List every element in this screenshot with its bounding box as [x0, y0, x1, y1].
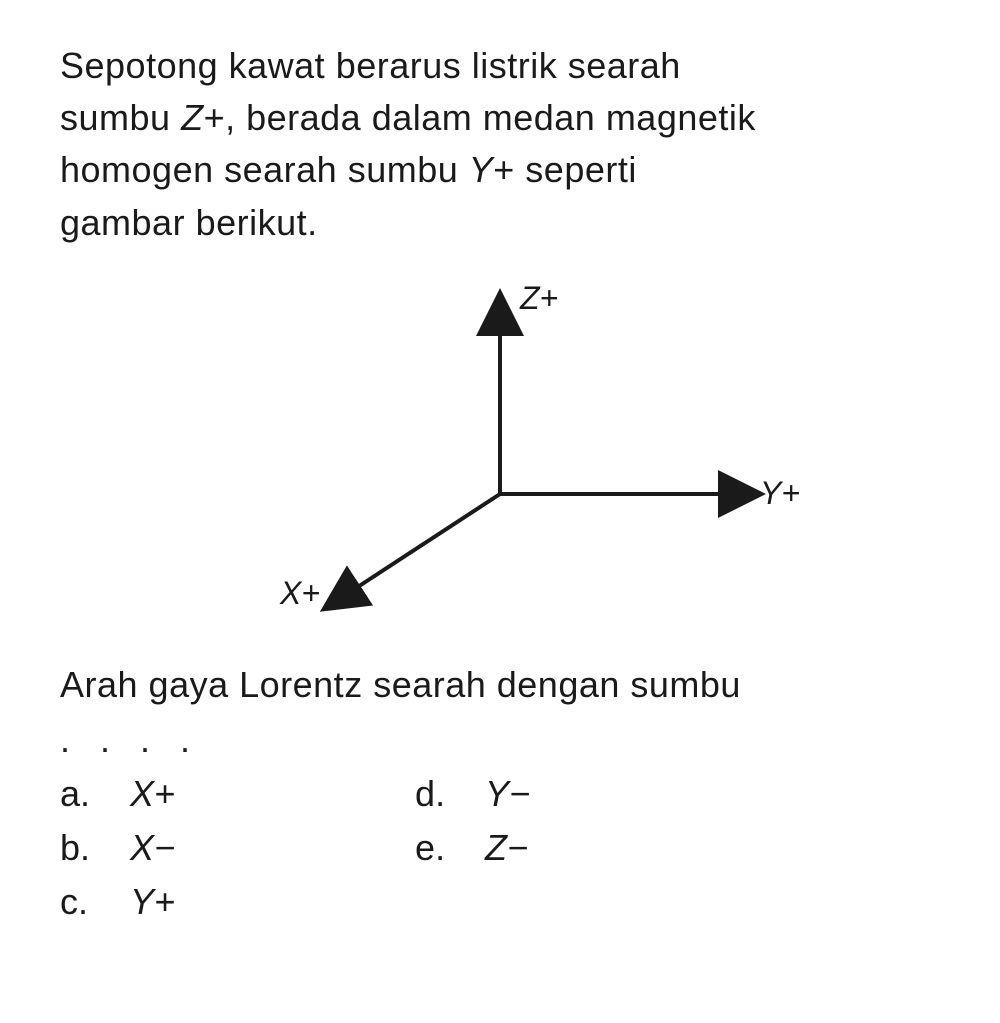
options-col-right: d. Y− e. Z−	[415, 767, 530, 929]
q-line4: gambar berikut.	[60, 202, 318, 243]
option-a: a. X+	[60, 767, 175, 821]
axis-svg: Z+ Y+ X+	[120, 274, 880, 644]
q-line3-plus: + seperti	[493, 149, 637, 190]
option-c-letter: c.	[60, 875, 130, 929]
follow-question: Arah gaya Lorentz searah dengan sumbu	[60, 659, 940, 711]
q-line1: Sepotong kawat berarus listrik searah	[60, 45, 681, 86]
options-col-left: a. X+ b. X− c. Y+	[60, 767, 175, 929]
option-e-letter: e.	[415, 821, 485, 875]
x-axis-line	[350, 494, 500, 592]
options-container: a. X+ b. X− c. Y+ d. Y− e. Z−	[60, 767, 940, 929]
q-line2-plus: +, berada dalam medan magnetik	[204, 97, 756, 138]
option-d: d. Y−	[415, 767, 530, 821]
q-line2-z: Z	[181, 97, 204, 138]
option-c-value: Y+	[130, 875, 175, 929]
option-e: e. Z−	[415, 821, 530, 875]
q-line2-p1: sumbu	[60, 97, 181, 138]
option-a-letter: a.	[60, 767, 130, 821]
blank-dots: . . . .	[60, 719, 940, 761]
y-axis-label: Y+	[760, 475, 800, 511]
option-b: b. X−	[60, 821, 175, 875]
option-c: c. Y+	[60, 875, 175, 929]
axis-diagram: Z+ Y+ X+	[60, 269, 940, 649]
q-line3-p1: homogen searah sumbu	[60, 149, 469, 190]
x-axis-label: X+	[279, 575, 320, 611]
option-b-letter: b.	[60, 821, 130, 875]
q-line3-y: Y	[469, 149, 494, 190]
option-d-value: Y−	[485, 767, 530, 821]
option-a-value: X+	[130, 767, 175, 821]
question-text: Sepotong kawat berarus listrik searah su…	[60, 40, 940, 249]
option-b-value: X−	[130, 821, 175, 875]
option-e-value: Z−	[485, 821, 528, 875]
option-d-letter: d.	[415, 767, 485, 821]
z-axis-label: Z+	[519, 280, 558, 316]
